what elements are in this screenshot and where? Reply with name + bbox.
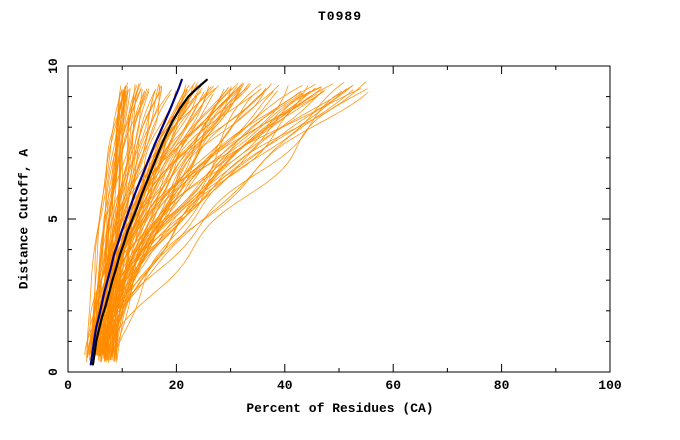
plot-title: T0989 [317, 9, 362, 24]
svg-text:0: 0 [46, 368, 61, 376]
svg-text:80: 80 [494, 378, 510, 393]
svg-text:0: 0 [64, 378, 72, 393]
x-axis-label: Percent of Residues (CA) [246, 401, 434, 416]
svg-text:20: 20 [169, 378, 185, 393]
svg-text:10: 10 [46, 58, 61, 74]
svg-text:60: 60 [385, 378, 401, 393]
svg-text:100: 100 [598, 378, 622, 393]
svg-text:5: 5 [46, 215, 61, 223]
svg-text:40: 40 [277, 378, 293, 393]
